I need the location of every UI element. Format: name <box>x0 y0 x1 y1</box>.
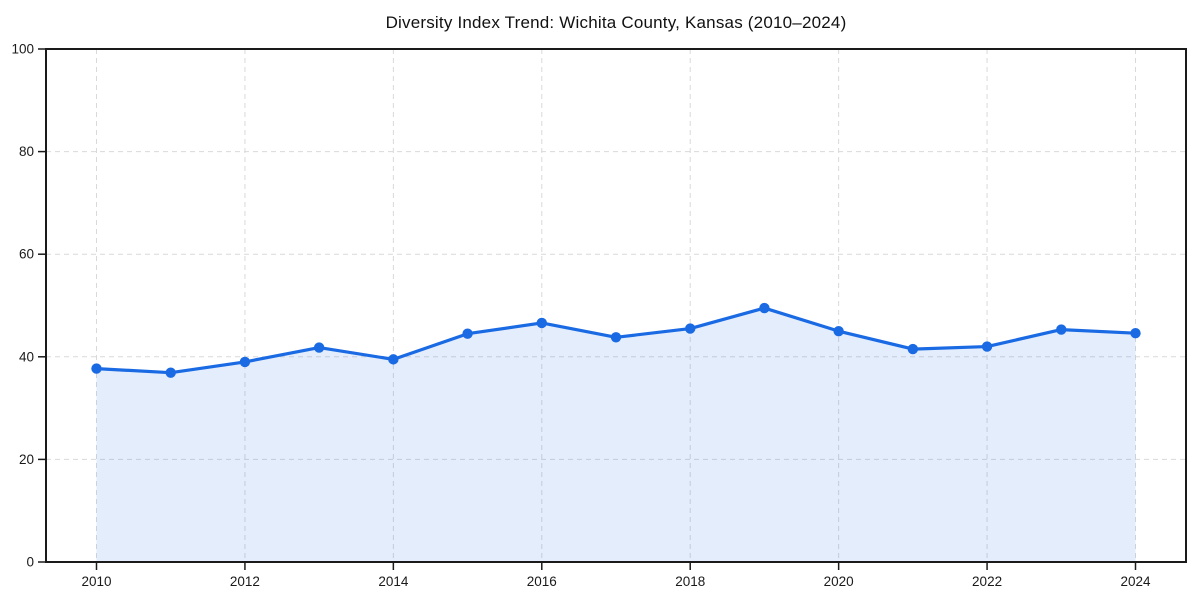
axis-ticks <box>38 48 1137 570</box>
x-tick-label: 2010 <box>81 574 111 589</box>
data-point-2017 <box>610 332 622 343</box>
y-tick-label: 20 <box>19 452 34 467</box>
data-point-2022 <box>981 341 993 352</box>
gridlines <box>46 49 1186 562</box>
data-point-2019 <box>759 302 770 314</box>
x-tick-label: 2020 <box>824 574 854 589</box>
x-tick-label: 2018 <box>675 574 705 589</box>
y-tick-label: 0 <box>26 555 34 570</box>
data-point-2016 <box>536 317 547 329</box>
x-tick-label: 2014 <box>378 574 409 589</box>
plot-border <box>45 48 1187 563</box>
data-point-2021 <box>907 343 919 355</box>
x-tick-label: 2022 <box>972 574 1002 589</box>
y-tick-label: 80 <box>19 144 34 159</box>
y-tick-label: 100 <box>11 42 34 57</box>
area-fill <box>96 308 1136 562</box>
data-point-2018 <box>685 323 696 334</box>
y-tick-label: 60 <box>19 247 34 262</box>
x-tick-label: 2016 <box>527 574 557 589</box>
axis-labels: 0 20 40 60 80 100 2010 2012 2014 2016 2018 2020 2022… <box>11 42 1151 590</box>
data-point-2014 <box>388 354 399 365</box>
data-point-2015 <box>462 328 473 339</box>
data-point-2023 <box>1056 324 1067 335</box>
data-point-2011 <box>165 367 176 378</box>
data-point-2013 <box>313 342 325 353</box>
x-tick-label: 2012 <box>230 574 260 589</box>
data-points <box>91 302 1141 378</box>
data-point-2012 <box>239 356 251 368</box>
chart-title: Diversity Index Trend: Wichita County, K… <box>385 13 847 32</box>
x-tick-label: 2024 <box>1120 574 1151 589</box>
y-tick-label: 40 <box>19 349 34 364</box>
data-point-2010 <box>91 363 102 374</box>
data-point-2020 <box>833 325 844 337</box>
data-point-2024 <box>1130 328 1141 339</box>
